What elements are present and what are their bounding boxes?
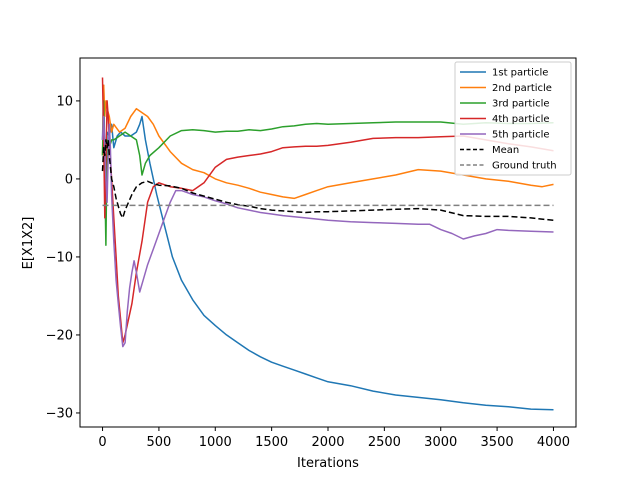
y-tick-label: −10	[46, 250, 73, 265]
series-line-3	[101, 100, 554, 246]
legend-label-7: Ground truth	[492, 161, 557, 172]
x-tick-label: 2000	[311, 435, 344, 450]
series-line-6	[101, 139, 554, 222]
series-line-4	[101, 77, 554, 344]
y-axis-label: E[X1X2]	[21, 217, 36, 270]
legend-label-1: 1st particle	[492, 68, 548, 79]
series-line-5	[101, 115, 554, 348]
y-tick-label: 0	[65, 172, 73, 187]
x-tick-label: 500	[146, 435, 171, 450]
legend-label-4: 4th particle	[492, 114, 550, 125]
series-line-1	[101, 84, 554, 411]
y-tick-label: −30	[46, 406, 73, 421]
x-tick-label: 1500	[255, 435, 288, 450]
legend-label-3: 3rd particle	[492, 99, 550, 110]
x-tick-label: 1000	[199, 435, 232, 450]
x-tick-label: 3500	[481, 435, 514, 450]
series-layer	[101, 77, 554, 411]
x-tick-label: 4000	[537, 435, 570, 450]
legend-box	[454, 61, 572, 176]
legend-entries: 1st particle 2nd particle 3rd particle 4th …	[460, 68, 557, 172]
x-axis-label: Iterations	[297, 456, 359, 471]
x-axis-ticks: 0 500 1000 1500 2000 2500 3000 3500 4000	[98, 427, 570, 450]
legend-label-6: Mean	[492, 145, 519, 156]
x-tick-label: 3000	[424, 435, 457, 450]
legend-label-5: 5th particle	[492, 130, 550, 141]
y-tick-label: 10	[56, 94, 73, 109]
legend-label-2: 2nd particle	[492, 83, 552, 94]
series-line-2	[101, 84, 554, 200]
y-axis-ticks: 10 0 −10 −20 −30	[46, 94, 80, 421]
x-tick-label: 0	[98, 435, 106, 450]
x-tick-label: 2500	[368, 435, 401, 450]
legend: 1st particle 2nd particle 3rd particle 4th …	[454, 61, 572, 176]
y-tick-label: −20	[46, 328, 73, 343]
